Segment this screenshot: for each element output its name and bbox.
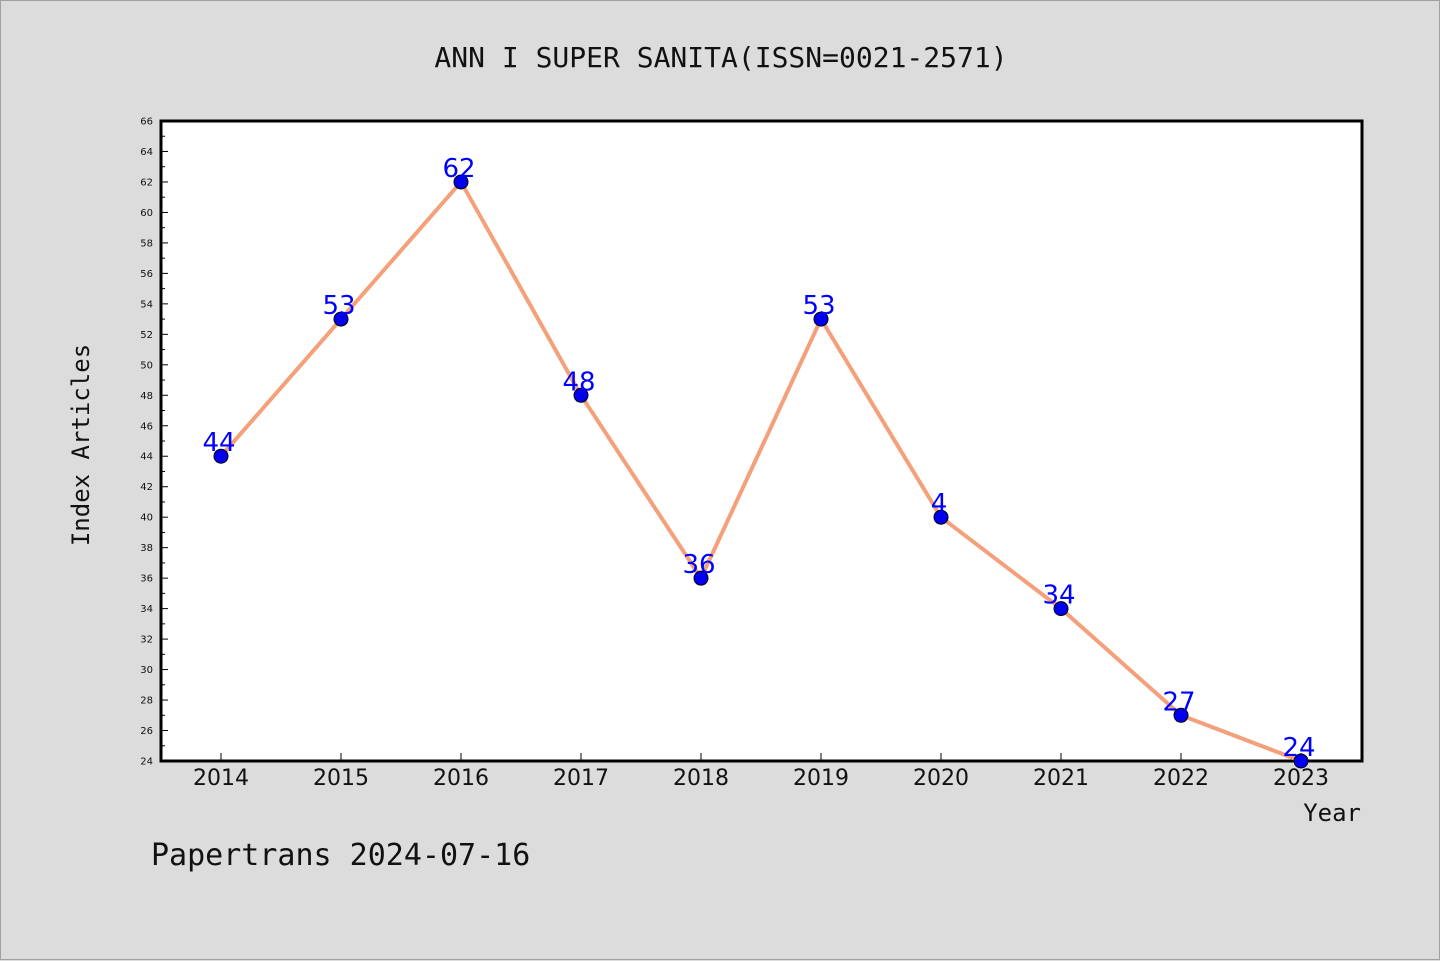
y-tick-label: 54 bbox=[140, 299, 153, 310]
y-tick-label: 30 bbox=[140, 665, 153, 676]
y-tick-label: 34 bbox=[140, 604, 153, 615]
data-point bbox=[933, 509, 949, 525]
data-point bbox=[1053, 601, 1069, 617]
data-label: 36 bbox=[682, 550, 715, 580]
series-layer: 44 53 62 48 36 53 4 34 27 24 bbox=[202, 154, 1316, 769]
data-label: 27 bbox=[1162, 687, 1195, 717]
y-tick-label: 66 bbox=[140, 117, 153, 128]
data-label: 34 bbox=[1042, 581, 1075, 611]
y-tick-label: 46 bbox=[140, 421, 153, 432]
x-tick-label: 2023 bbox=[1273, 766, 1329, 791]
x-tick-label: 2017 bbox=[553, 766, 609, 791]
data-label: 62 bbox=[442, 154, 475, 184]
plot-area bbox=[159, 119, 1364, 763]
data-point bbox=[693, 570, 709, 586]
data-label: 53 bbox=[802, 291, 835, 321]
y-tick-label: 32 bbox=[140, 635, 153, 646]
data-point bbox=[1293, 753, 1309, 769]
x-axis: 2014 2015 2016 2017 2018 2019 2020 2021 2022 2023 bbox=[193, 753, 1329, 791]
data-label: 53 bbox=[322, 291, 355, 321]
y-tick-label: 44 bbox=[140, 452, 153, 463]
data-label: 48 bbox=[562, 367, 595, 397]
x-axis-title: Year bbox=[1303, 799, 1361, 827]
data-point bbox=[1173, 707, 1189, 723]
x-tick-label: 2021 bbox=[1033, 766, 1089, 791]
y-tick-label: 50 bbox=[140, 360, 153, 371]
data-point bbox=[453, 174, 469, 190]
y-tick-label: 64 bbox=[140, 147, 153, 158]
y-tick-label: 40 bbox=[140, 513, 153, 524]
y-tick-label: 42 bbox=[140, 482, 153, 493]
x-tick-label: 2022 bbox=[1153, 766, 1209, 791]
x-tick-label: 2018 bbox=[673, 766, 729, 791]
y-axis-title: Index Articles bbox=[67, 344, 95, 546]
y-tick-label: 56 bbox=[140, 269, 153, 280]
chart-title: ANN I SUPER SANITA(ISSN=0021-2571) bbox=[434, 41, 1007, 74]
data-point bbox=[333, 311, 349, 327]
data-point bbox=[573, 387, 589, 403]
footer-date: Papertrans 2024-07-16 bbox=[151, 838, 530, 873]
y-tick-label: 26 bbox=[140, 726, 153, 737]
y-axis: 24 26 28 30 32 34 36 38 40 42 44 46 48 50 52 54 56 58 60 62… bbox=[140, 117, 168, 768]
y-tick-label: 58 bbox=[140, 238, 153, 249]
series-line bbox=[219, 179, 1303, 763]
data-label: 24 bbox=[1282, 733, 1315, 763]
data-point bbox=[813, 311, 829, 327]
y-tick-label: 36 bbox=[140, 574, 153, 585]
x-tick-label: 2016 bbox=[433, 766, 489, 791]
y-tick-label: 60 bbox=[140, 208, 153, 219]
data-point bbox=[213, 448, 229, 464]
y-tick-label: 28 bbox=[140, 696, 153, 707]
x-tick-label: 2019 bbox=[793, 766, 849, 791]
data-label: 4 bbox=[931, 489, 948, 519]
x-tick-label: 2015 bbox=[313, 766, 369, 791]
y-tick-label: 48 bbox=[140, 391, 153, 402]
y-tick-label: 38 bbox=[140, 543, 153, 554]
y-tick-label: 24 bbox=[140, 757, 153, 768]
x-tick-label: 2014 bbox=[193, 766, 249, 791]
x-tick-label: 2020 bbox=[913, 766, 969, 791]
y-tick-label: 52 bbox=[140, 330, 153, 341]
y-tick-label: 62 bbox=[140, 177, 153, 188]
data-label: 44 bbox=[202, 428, 235, 458]
